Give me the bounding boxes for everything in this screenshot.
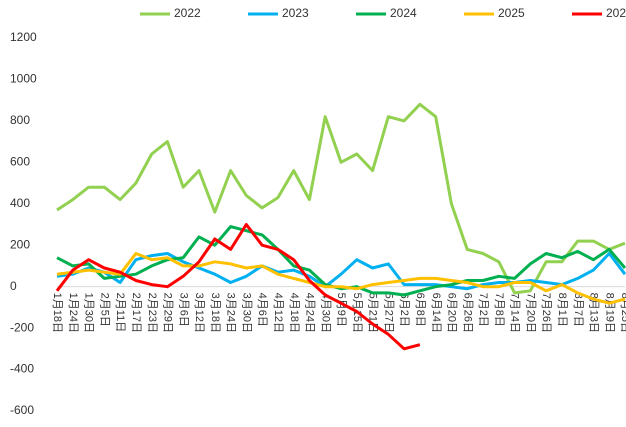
x-tick-label: 6月8日: [414, 293, 426, 327]
y-tick-label: -200: [10, 320, 34, 334]
x-tick-label: 6月20日: [446, 293, 458, 333]
x-tick-label: 8月19日: [603, 293, 615, 333]
y-tick-label: 1000: [10, 72, 37, 86]
legend-label: 2025: [498, 6, 525, 20]
x-tick-label: 6月14日: [430, 293, 442, 333]
x-tick-label: 4月24日: [304, 293, 316, 333]
series-line: [56, 252, 626, 291]
x-tick-label: 2月29日: [162, 293, 174, 333]
x-tick-label: 7月14日: [509, 293, 521, 333]
series-line: [56, 102, 626, 295]
legend-label: 2023: [282, 6, 309, 20]
y-tick-label: 200: [10, 237, 30, 251]
x-tick-label: 5月27日: [382, 293, 394, 333]
x-tick-label: 3月24日: [225, 293, 237, 333]
legend-label: 2024: [390, 6, 417, 20]
x-tick-label: 1月18日: [51, 293, 63, 333]
x-tick-label: 2月23日: [146, 293, 158, 333]
x-tick-label: 6月26日: [461, 293, 473, 333]
y-tick-label: 400: [10, 196, 30, 210]
y-tick-label: -600: [10, 403, 34, 417]
x-tick-label: 3月6日: [177, 293, 189, 327]
series-line: [56, 225, 626, 297]
series-line: [55, 223, 421, 351]
y-tick-label: 0: [10, 279, 17, 293]
x-tick-label: 8月7日: [572, 293, 584, 327]
x-tick-label: 7月8日: [493, 293, 505, 327]
y-tick-label: -400: [10, 362, 34, 376]
x-tick-label: 6月2日: [398, 293, 410, 327]
x-tick-label: 4月6日: [256, 293, 268, 327]
y-tick-label: 1200: [10, 30, 37, 44]
x-tick-label: 4月18日: [288, 293, 300, 333]
legend-label: 2026: [606, 6, 626, 20]
x-tick-label: 8月13日: [588, 293, 600, 333]
y-tick-label: 800: [10, 113, 30, 127]
x-tick-label: 1月30日: [83, 293, 95, 333]
x-tick-label: 2月17日: [130, 293, 142, 333]
series-line: [56, 252, 626, 305]
x-tick-label: 3月18日: [209, 293, 221, 333]
x-tick-label: 2月5日: [98, 293, 110, 327]
x-tick-label: 1月24日: [67, 293, 79, 333]
x-tick-label: 8月1日: [556, 293, 568, 327]
x-tick-label: 4月30日: [319, 293, 331, 333]
x-tick-label: 7月20日: [524, 293, 536, 333]
x-tick-label: 7月2日: [477, 293, 489, 327]
x-tick-label: 8月25日: [619, 293, 626, 333]
x-tick-label: 3月30日: [240, 293, 252, 333]
x-tick-label: 3月12日: [193, 293, 205, 333]
x-tick-label: 4月12日: [272, 293, 284, 333]
legend-label: 2022: [174, 6, 201, 20]
x-tick-label: 7月26日: [540, 293, 552, 333]
x-tick-label: 5月9日: [335, 293, 347, 327]
y-tick-label: 600: [10, 155, 30, 169]
x-tick-label: 2月11日: [114, 293, 126, 333]
